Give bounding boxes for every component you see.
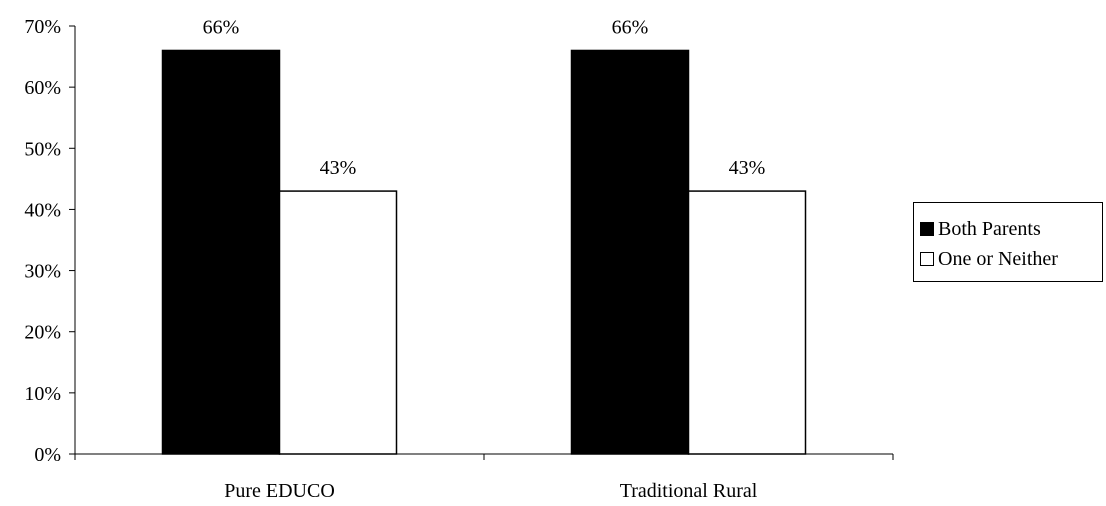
- y-tick-label: 0%: [34, 444, 61, 466]
- x-category-label: Pure EDUCO: [224, 480, 335, 502]
- legend: Both Parents One or Neither: [913, 202, 1103, 282]
- bar-one-or-neither: [687, 190, 807, 455]
- y-tick-label: 30%: [24, 261, 61, 283]
- y-tick-label: 20%: [24, 322, 61, 344]
- x-category-label: Traditional Rural: [620, 480, 758, 502]
- y-tick-label: 50%: [24, 138, 61, 160]
- y-tick-label: 40%: [24, 199, 61, 221]
- legend-swatch-one-or-neither: [920, 252, 934, 266]
- y-tick-label: 60%: [24, 77, 61, 99]
- y-tick-label: 70%: [24, 16, 61, 38]
- bar-both-parents: [570, 49, 690, 455]
- data-label: 43%: [320, 157, 357, 179]
- bar-both-parents: [161, 49, 281, 455]
- bar-one-or-neither: [278, 190, 398, 455]
- data-label: 66%: [612, 16, 649, 38]
- legend-label-one-or-neither: One or Neither: [938, 247, 1058, 270]
- data-label: 66%: [203, 16, 240, 38]
- y-tick-label: 10%: [24, 383, 61, 405]
- data-label: 43%: [729, 157, 766, 179]
- legend-item-one-or-neither: One or Neither: [920, 247, 1058, 271]
- legend-label-both-parents: Both Parents: [938, 217, 1041, 240]
- legend-swatch-both-parents: [920, 222, 934, 236]
- legend-item-both-parents: Both Parents: [920, 217, 1041, 241]
